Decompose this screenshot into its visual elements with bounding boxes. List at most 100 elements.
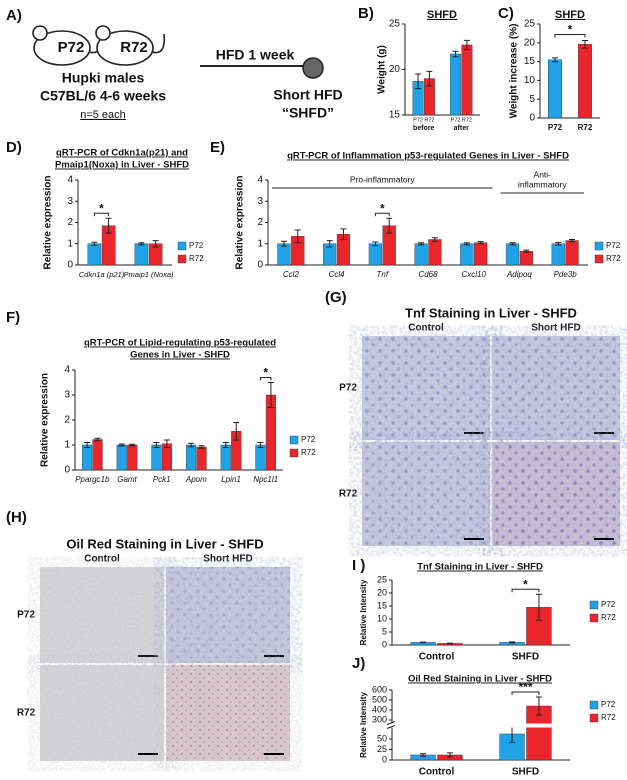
x-tick-label: Cxcl10: [461, 270, 486, 279]
row-label: R72: [17, 708, 36, 719]
panel-title: Oil Red Staining in Liver - SHFD: [66, 536, 263, 551]
error-bar: [535, 593, 542, 621]
chart-title: qRT-PCR of Lipid-regulating p53-regulate…: [84, 338, 276, 349]
significance-label: *: [380, 201, 385, 215]
column-label: Control: [408, 323, 444, 334]
error-bar: [91, 241, 98, 246]
error-bar: [555, 241, 562, 246]
series-label: R72: [424, 117, 434, 123]
legend-label: P72: [601, 700, 616, 709]
bar: [368, 243, 382, 266]
chart-title: Genes in Liver - SHFD: [130, 350, 230, 361]
y-tick-label: 20: [389, 64, 401, 75]
bar: [151, 444, 162, 471]
error-bar: [523, 249, 530, 253]
error-bar: [446, 752, 453, 758]
micrograph-cells: [492, 442, 620, 546]
y-axis-label: Relative Intensity: [359, 692, 368, 758]
y-tick-label: 400: [372, 704, 387, 714]
significance-bracket: [554, 34, 586, 38]
bar: [414, 243, 428, 266]
error-bar: [582, 40, 588, 49]
legend-swatch: [289, 435, 299, 445]
x-tick-label: after: [454, 125, 469, 132]
y-tick-label: 5: [529, 94, 535, 105]
error-bar: [138, 242, 145, 246]
bar: [450, 53, 462, 116]
x-tick-label: Pmaip1 (Noxa): [123, 270, 174, 279]
y-axis-label: Relative expression: [43, 176, 54, 270]
legend-label: P72: [301, 435, 316, 444]
legend-label: R72: [301, 448, 316, 457]
bar: [255, 444, 266, 471]
legend-label: P72: [606, 241, 621, 250]
error-bar: [415, 73, 422, 90]
panel-label: E): [210, 139, 225, 156]
bar: [505, 243, 520, 266]
group-label: Anti-: [534, 169, 552, 179]
bar: [519, 250, 533, 266]
y-tick-label: 4: [67, 175, 73, 186]
bar: [116, 444, 127, 471]
y-tick-label: 25: [524, 19, 536, 30]
bar: [87, 243, 102, 266]
significance-bracket: [511, 588, 540, 593]
error-bar: [84, 442, 91, 448]
chart-title: Tnf Staining in Liver - SHFD: [417, 562, 543, 573]
chart-title: qRT-PCR of Cdkn1a(p21) and: [56, 148, 188, 159]
x-tick-label: Cd68: [418, 270, 438, 279]
panel-label: B): [358, 5, 374, 22]
error-bar: [463, 39, 470, 50]
column-label: Short HFD: [203, 554, 252, 565]
bar: [82, 444, 93, 471]
error-bar: [222, 442, 229, 448]
error-bar: [152, 240, 159, 248]
y-tick-label: 0: [382, 754, 387, 764]
series-label: R72: [462, 117, 472, 123]
error-bar: [94, 437, 101, 442]
error-bar: [477, 241, 484, 245]
significance-label: *: [99, 201, 104, 215]
error-bar: [326, 240, 333, 248]
panel-label: C): [498, 5, 514, 22]
y-tick-label: 3: [64, 390, 70, 401]
treatment-label: HFD 1 week: [216, 47, 295, 63]
panel-label: J): [352, 655, 365, 672]
bar: [92, 439, 103, 471]
error-bar: [386, 217, 393, 234]
x-tick-label: Ccl4: [329, 270, 346, 279]
x-tick-label: Adipoq: [506, 270, 532, 279]
mouse-label: P72: [58, 39, 85, 56]
error-bar: [280, 240, 287, 247]
outcome-label: “SHFD”: [282, 105, 334, 121]
error-bar: [431, 237, 438, 242]
micrograph-texture: [40, 567, 164, 663]
bar: [578, 44, 592, 119]
x-tick-label: SHFD: [512, 652, 539, 663]
x-tick-label: Tnf: [377, 270, 389, 279]
y-tick-label: 1: [67, 238, 73, 249]
bar: [428, 239, 442, 266]
significance-bracket: [93, 212, 110, 217]
error-bar: [418, 242, 425, 246]
micrograph-cells: [362, 442, 490, 546]
x-tick-label: Apom: [185, 475, 207, 484]
series-label: P72: [413, 117, 423, 123]
row-label: P72: [339, 383, 357, 394]
legend-swatch: [589, 713, 599, 723]
x-tick-label: before: [413, 125, 435, 132]
y-axis-label: Weight increase (%): [509, 24, 520, 119]
y-tick-label: 500: [372, 694, 387, 704]
outcome-label: Short HFD: [273, 87, 342, 103]
bar: [127, 444, 138, 471]
x-tick-label: Gamt: [117, 475, 137, 484]
x-tick-label: Ppargc1b: [75, 475, 110, 484]
error-bar: [420, 641, 427, 644]
error-bar: [509, 641, 516, 644]
x-tick-label: R72: [578, 123, 593, 132]
legend-swatch: [289, 448, 299, 458]
panel-a: A) P72 R72 Hupki males C57BL/6 4-6 weeks…: [6, 7, 343, 121]
x-tick-label: Ccl2: [283, 270, 300, 279]
chart-title: SHFD: [555, 9, 585, 21]
